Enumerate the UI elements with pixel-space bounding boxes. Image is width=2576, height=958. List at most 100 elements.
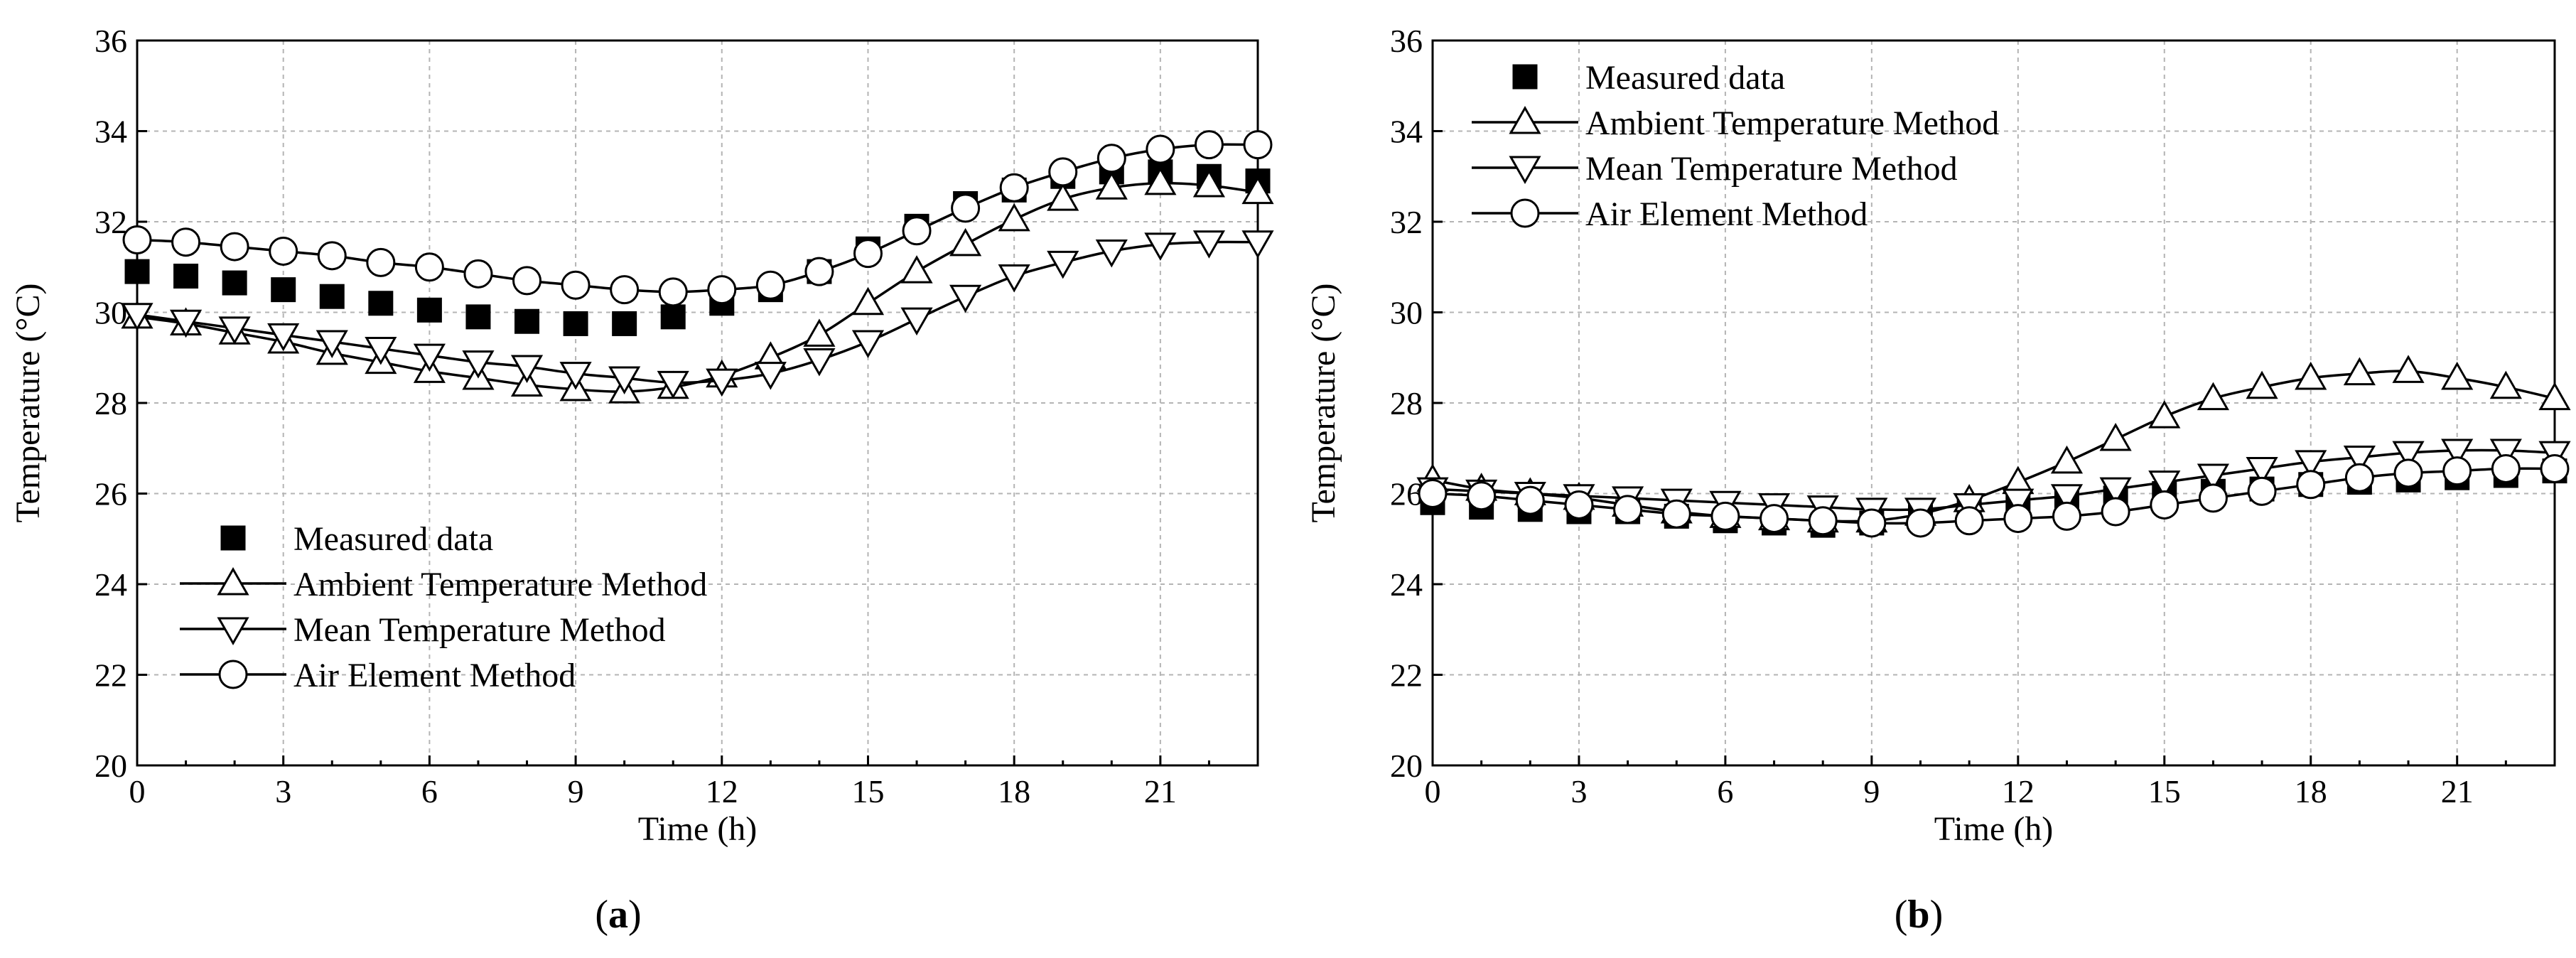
data-point-triangle-down — [365, 337, 397, 365]
data-point-triangle-down — [2050, 484, 2084, 512]
data-point-circle — [853, 239, 883, 269]
legend-marker-triangle-up — [1509, 105, 1541, 134]
data-point-triangle-down — [900, 307, 933, 336]
x-tick-label: 18 — [2295, 773, 2327, 809]
data-point-triangle-down — [803, 348, 836, 377]
x-tick-label: 12 — [2002, 773, 2035, 809]
data-point-triangle-down — [949, 284, 982, 313]
data-point-triangle-down — [2343, 446, 2376, 474]
data-point-circle — [2344, 463, 2374, 493]
panel-label: (b) — [1895, 893, 1943, 937]
panel-label-letter: a — [608, 893, 628, 937]
y-tick-label: 30 — [1390, 295, 1423, 331]
data-point-triangle-down — [1047, 250, 1079, 279]
x-tick-label: 9 — [568, 773, 584, 809]
data-point-circle — [2101, 497, 2130, 527]
data-point-triangle-up — [2392, 355, 2425, 383]
x-tick-label: 3 — [275, 773, 291, 809]
x-tick-label: 3 — [1570, 773, 1587, 809]
data-point-triangle-down — [2002, 488, 2035, 517]
data-point-circle — [2540, 453, 2570, 483]
data-point-triangle-down — [2295, 450, 2327, 478]
data-point-triangle-down — [657, 370, 689, 399]
legend-entry: Measured data — [220, 520, 493, 558]
legend-label: Mean Temperature Method — [1585, 150, 1958, 188]
x-tick-label: 15 — [2148, 773, 2181, 809]
legend-label: Measured data — [293, 520, 493, 558]
y-tick-label: 30 — [95, 295, 127, 331]
legend-marker-circle — [1510, 198, 1540, 228]
data-point-circle — [463, 259, 493, 289]
data-point-triangle-up — [2441, 361, 2474, 390]
data-point-triangle-up — [2050, 445, 2084, 474]
data-point-circle — [2442, 456, 2472, 486]
data-point-triangle-up — [2343, 357, 2376, 386]
legend-marker-triangle-up — [217, 566, 249, 596]
data-point-triangle-up — [2148, 400, 2181, 429]
y-tick-label: 26 — [1390, 476, 1423, 512]
data-point-triangle-down — [998, 264, 1030, 293]
data-point-circle — [951, 193, 981, 223]
data-point-circle — [269, 236, 298, 266]
x-axis-title: Time (h) — [638, 810, 758, 848]
x-tick-label: 21 — [1144, 773, 1177, 809]
legend-label: Ambient Temperature Method — [293, 566, 707, 603]
data-point-circle — [1467, 481, 1497, 511]
data-point-circle — [561, 270, 591, 300]
data-point-circle — [2052, 501, 2081, 531]
x-tick-label: 0 — [1425, 773, 1441, 809]
legend: Measured data Ambient Temperature Method M… — [180, 520, 707, 694]
series-circle — [122, 130, 1273, 307]
data-point-circle — [2296, 470, 2326, 500]
x-tick-label: 18 — [998, 773, 1030, 809]
data-point-circle — [1048, 157, 1078, 187]
x-tick-label: 0 — [129, 773, 146, 809]
data-point-circle — [1146, 134, 1175, 164]
data-point-square — [660, 304, 686, 330]
y-tick-label: 22 — [1390, 657, 1423, 694]
x-tick-label: 6 — [1717, 773, 1733, 809]
data-point-circle — [2150, 490, 2179, 520]
data-point-triangle-up — [1095, 171, 1128, 200]
data-point-triangle-down — [1192, 230, 1226, 259]
y-axis-title: Temperature (°C) — [1305, 283, 1342, 522]
data-point-triangle-down — [2441, 438, 2474, 467]
data-point-square — [514, 308, 540, 334]
panel-label-letter: b — [1907, 893, 1929, 937]
legend-entry: Air Element Method — [180, 657, 576, 694]
data-point-triangle-down — [267, 323, 300, 352]
x-tick-label: 6 — [421, 773, 438, 809]
data-point-circle — [366, 247, 396, 277]
data-point-square — [612, 311, 637, 336]
data-point-circle — [2247, 476, 2277, 506]
legend-entry: Mean Temperature Method — [1472, 150, 1958, 188]
legend-label: Measured data — [1585, 59, 1785, 97]
data-point-circle — [707, 275, 737, 305]
data-point-triangle-up — [2197, 382, 2230, 411]
y-tick-label: 32 — [95, 204, 127, 240]
data-point-triangle-up — [803, 318, 836, 347]
data-point-square — [222, 270, 247, 296]
data-point-circle — [122, 225, 152, 254]
data-point-square — [319, 284, 345, 309]
y-tick-label: 28 — [1390, 385, 1423, 421]
legend-marker-circle — [218, 660, 248, 689]
y-tick-label: 22 — [95, 657, 127, 694]
data-point-circle — [317, 241, 347, 271]
data-point-circle — [1613, 495, 1643, 524]
grid — [137, 41, 1258, 765]
data-point-circle — [610, 275, 640, 305]
data-point-triangle-up — [1047, 183, 1079, 211]
data-point-circle — [512, 266, 542, 296]
legend-marker-triangle-down — [1509, 156, 1541, 185]
series-triangle-down — [121, 230, 1274, 399]
y-tick-label: 28 — [95, 385, 127, 421]
legend: Measured data Ambient Temperature Method M… — [1472, 59, 1999, 233]
x-tick-label: 12 — [706, 773, 738, 809]
data-point-triangle-up — [2295, 361, 2327, 390]
data-point-triangle-down — [169, 309, 203, 338]
legend-label: Air Element Method — [293, 657, 576, 694]
data-point-triangle-down — [608, 366, 641, 394]
data-point-square — [124, 259, 150, 284]
data-point-square — [563, 311, 588, 336]
